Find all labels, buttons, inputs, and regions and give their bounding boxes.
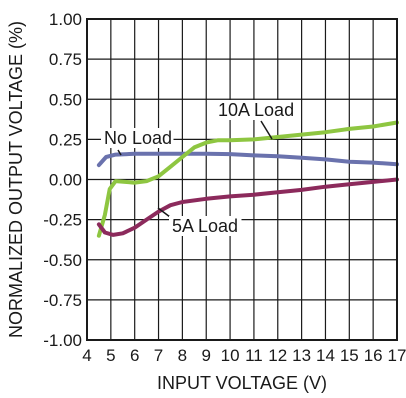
annotation-leader — [157, 207, 171, 218]
series-annotation-label: 5A Load — [172, 216, 238, 236]
y-axis-title: NORMALIZED OUTPUT VOLTAGE (%) — [6, 21, 26, 338]
x-axis-title: INPUT VOLTAGE (V) — [157, 373, 327, 393]
series-annotation-label: 10A Load — [218, 100, 294, 120]
series-line — [96, 120, 399, 238]
annotation-background — [215, 100, 297, 120]
y-tick-label: -0.50 — [43, 251, 82, 270]
x-tick-labels: 4 5 6 7 8 9 10 11 12 13 14 15 16 17 — [82, 346, 406, 365]
x-tick-label: 5 — [106, 346, 115, 365]
grid-lines — [86, 18, 398, 341]
y-tick-labels: 1.00 0.75 0.50 0.25 0.00 -0.25 -0.50 -0.75 -1.00 — [43, 10, 82, 350]
y-tick-label: -0.75 — [43, 291, 82, 310]
x-tick-label: 15 — [340, 346, 359, 365]
x-tick-label: 6 — [130, 346, 139, 365]
series-annotations: No Load 10A Load 5A Load — [101, 100, 297, 236]
y-tick-label: 1.00 — [49, 10, 82, 29]
annotation-leader — [260, 120, 273, 140]
x-tick-label: 10 — [221, 346, 240, 365]
plot-frame — [86, 18, 398, 341]
y-tick-label: -0.25 — [43, 211, 82, 230]
y-tick-label: 0.50 — [49, 90, 82, 109]
x-tick-label: 13 — [292, 346, 311, 365]
y-tick-label: -1.00 — [43, 331, 82, 350]
y-tick-label: 0.25 — [49, 130, 82, 149]
x-tick-label: 7 — [154, 346, 163, 365]
x-tick-label: 12 — [268, 346, 287, 365]
x-tick-label: 17 — [388, 346, 406, 365]
x-tick-label: 8 — [178, 346, 187, 365]
x-tick-label: 16 — [364, 346, 383, 365]
y-tick-label: 0.75 — [49, 50, 82, 69]
series-lines — [96, 120, 399, 238]
series-line — [96, 151, 399, 168]
x-tick-label: 14 — [316, 346, 335, 365]
annotation-background — [101, 128, 174, 148]
series-line — [96, 177, 399, 237]
x-tick-label: 4 — [82, 346, 91, 365]
series-annotation-label: No Load — [104, 128, 172, 148]
x-tick-label: 11 — [245, 346, 263, 365]
x-tick-label: 9 — [201, 346, 210, 365]
annotation-background — [169, 216, 242, 236]
annotation-leader — [117, 149, 122, 156]
y-tick-label: 0.00 — [49, 171, 82, 190]
